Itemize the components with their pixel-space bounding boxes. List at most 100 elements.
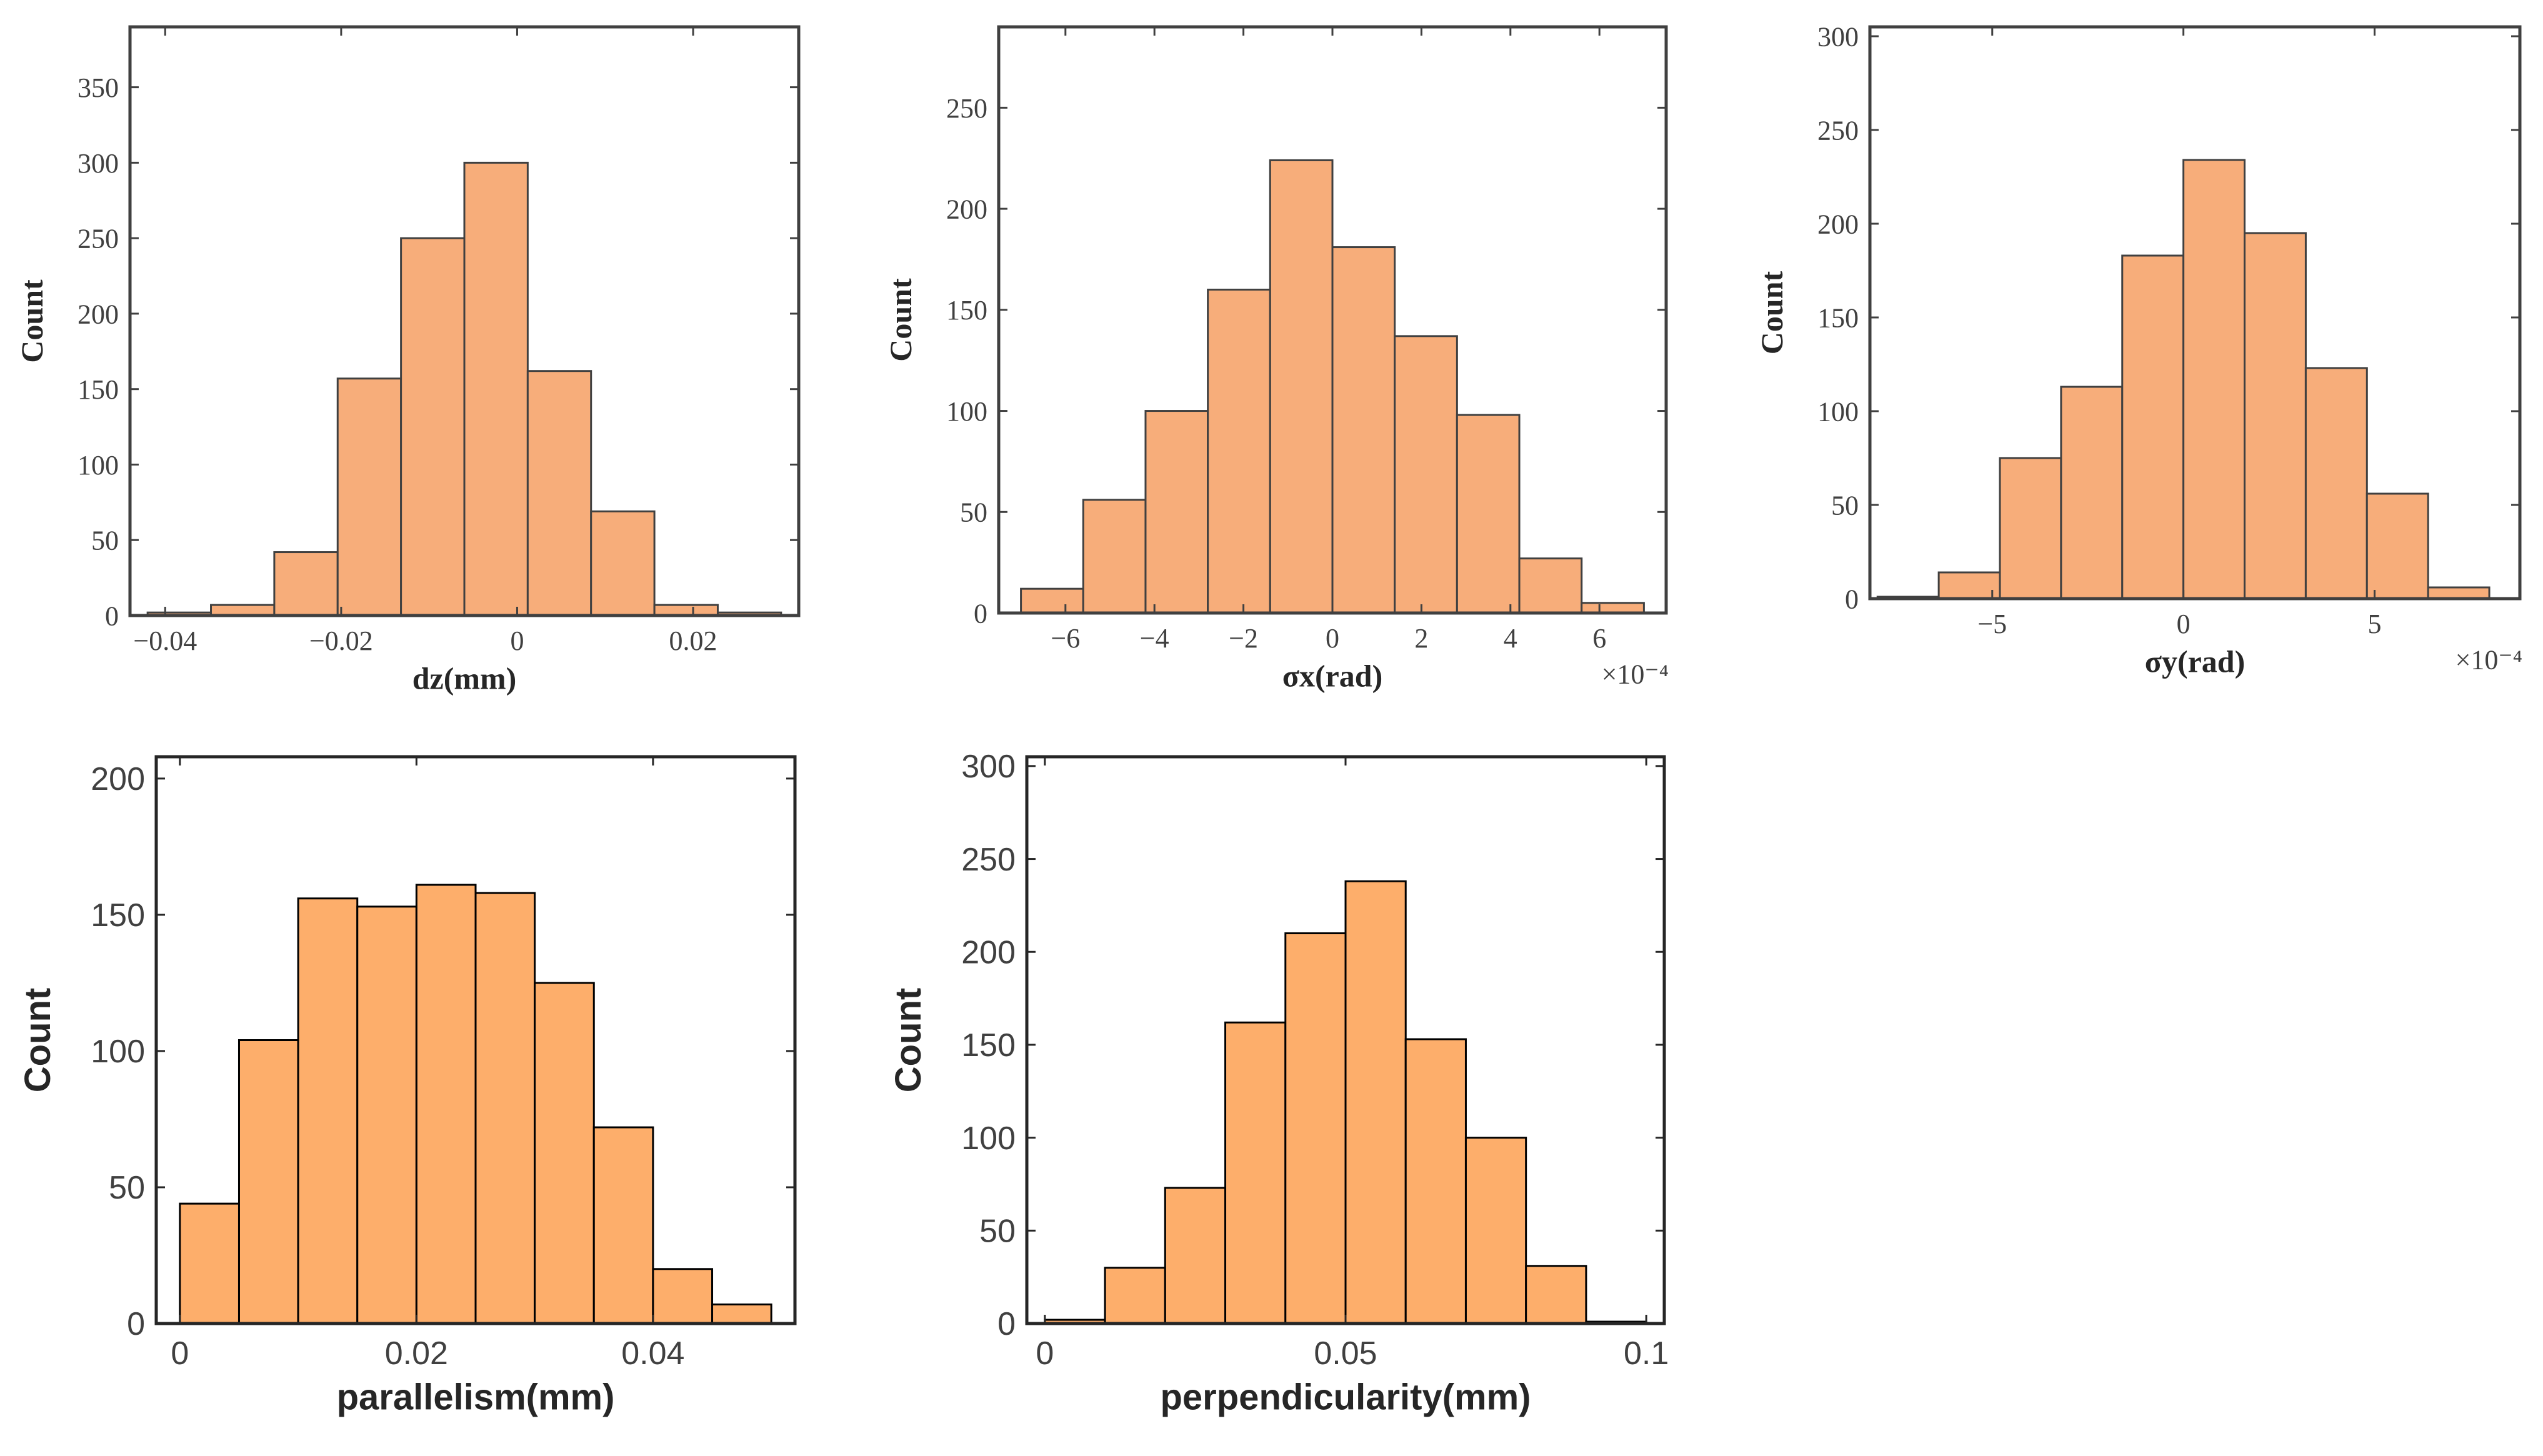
y-tick-label: 200	[1817, 209, 1859, 239]
y-tick-label: 0	[127, 1306, 145, 1342]
histogram-bar	[1464, 1137, 1527, 1325]
y-tick-label: 150	[1817, 302, 1859, 333]
x-tick-label: 0.02	[669, 626, 717, 656]
x-tick-label: 5	[2368, 609, 2382, 639]
y-tick-label: 100	[1817, 396, 1859, 427]
histogram-bar	[1269, 159, 1334, 614]
histogram-bar	[590, 510, 656, 617]
histogram-dz: −0.04 −0.02 0 0.02 0 50 100 150 200 250 300 350 dz(m…	[14, 25, 801, 696]
histogram-bar	[336, 377, 402, 617]
y-tick-label: 0	[105, 601, 119, 631]
histogram-bar	[415, 884, 477, 1325]
histogram-bar	[1518, 557, 1583, 614]
x-axis-title: σx(rad)	[1282, 659, 1383, 694]
histogram-bar	[2427, 586, 2491, 600]
histogram-bar	[2304, 367, 2368, 600]
y-tick-label: 300	[1817, 21, 1859, 52]
y-axis-title: Count	[888, 988, 929, 1093]
y-tick-label: 200	[946, 194, 987, 225]
histogram-perpendicularity: 0 0.05 0.1 0 50 100 150 200 250 300 perpendiculari…	[888, 749, 1669, 1417]
y-tick-label: 300	[77, 148, 119, 179]
y-tick-label: 50	[979, 1214, 1016, 1250]
histogram-bar	[474, 892, 536, 1325]
y-tick-label: 150	[77, 374, 119, 405]
x-tick-label: −2	[1229, 623, 1258, 654]
x-tick-label: −0.02	[309, 626, 373, 656]
x-tick-label: 0.05	[1314, 1335, 1377, 1372]
y-tick-label: 100	[961, 1120, 1016, 1157]
plot-frame	[1868, 25, 2522, 601]
y-axis-title: Count	[1754, 271, 1789, 354]
x-tick-label: 0	[2177, 609, 2191, 639]
x-tick-label: 0	[1036, 1335, 1054, 1372]
y-tick-label: 150	[91, 897, 145, 934]
x-tick-label: 0	[1326, 623, 1339, 654]
y-tick-label: 100	[946, 396, 987, 427]
y-tick-label: 50	[91, 526, 119, 556]
histogram-sigma-x: −6 −4 −2 0 2 4 6 0 50 100 150 200 250 σx(rad) Count ×10…	[883, 25, 1669, 694]
histogram-bar	[1404, 1038, 1467, 1325]
histogram-bar	[210, 604, 276, 617]
y-tick-label: 0	[997, 1306, 1016, 1342]
histogram-bar	[1082, 499, 1147, 614]
histogram-bar	[1394, 335, 1458, 614]
y-tick-label: 250	[1817, 115, 1859, 146]
y-tick-label: 250	[77, 224, 119, 254]
y-axis-title: Count	[17, 988, 58, 1093]
histogram-bar	[1344, 880, 1407, 1325]
histogram-bar	[592, 1126, 654, 1325]
histogram-bar	[179, 1202, 240, 1325]
histogram-bar	[1525, 1265, 1587, 1325]
y-tick-label: 250	[961, 842, 1016, 878]
x-tick-label: −5	[1977, 609, 2007, 639]
y-tick-label: 150	[946, 295, 987, 326]
y-tick-label: 100	[91, 1034, 145, 1070]
histogram-bar	[1937, 571, 2001, 600]
histogram-bar	[711, 1303, 772, 1325]
y-axis-title: Count	[14, 279, 49, 363]
x-tick-label: 2	[1414, 623, 1428, 654]
histogram-bar	[463, 161, 529, 617]
x-exponent-label: ×10⁻⁴	[2456, 645, 2522, 676]
histogram-bar	[2244, 232, 2307, 600]
histogram-bar	[1999, 457, 2062, 600]
histogram-bar	[356, 905, 417, 1325]
x-tick-label: 6	[1592, 623, 1606, 654]
histogram-bar	[297, 897, 359, 1325]
histogram-bar	[1164, 1187, 1227, 1325]
x-axis-title: σy(rad)	[2145, 644, 2246, 679]
y-axis-title: Count	[883, 278, 918, 362]
x-tick-label: 0.1	[1624, 1335, 1669, 1372]
x-tick-label: 0.04	[621, 1335, 684, 1372]
histogram-bar	[1207, 288, 1271, 614]
x-tick-label: 0	[510, 626, 524, 656]
y-tick-label: 300	[961, 749, 1016, 785]
x-tick-label: 0	[171, 1335, 189, 1372]
y-tick-label: 200	[77, 299, 119, 329]
y-tick-label: 100	[77, 450, 119, 481]
histogram-bar	[653, 604, 719, 617]
histogram-bar	[652, 1268, 714, 1325]
histogram-bar	[1224, 1021, 1287, 1325]
x-tick-label: −0.04	[133, 626, 197, 656]
x-tick-label: −6	[1051, 623, 1080, 654]
x-axis-title: perpendicularity(mm)	[1161, 1377, 1531, 1418]
plot-frame	[154, 755, 797, 1325]
x-tick-label: −4	[1140, 623, 1169, 654]
histogram-bar	[400, 237, 466, 617]
x-axis-title: dz(mm)	[412, 661, 517, 696]
histogram-parallelism: 0 0.02 0.04 0 50 100 150 200 parallelism(mm) Coun…	[17, 755, 797, 1418]
y-tick-label: 50	[1831, 490, 1859, 521]
histogram-bar	[1456, 414, 1521, 614]
histogram-bar	[526, 370, 592, 617]
histogram-bar	[1331, 246, 1396, 614]
histogram-bar	[2121, 254, 2185, 600]
y-tick-label: 0	[974, 598, 987, 629]
y-tick-label: 200	[91, 761, 145, 797]
y-tick-label: 250	[946, 93, 987, 124]
x-exponent-label: ×10⁻⁴	[1602, 659, 1669, 690]
histogram-bar	[273, 551, 339, 617]
histogram-bar	[2060, 386, 2124, 600]
